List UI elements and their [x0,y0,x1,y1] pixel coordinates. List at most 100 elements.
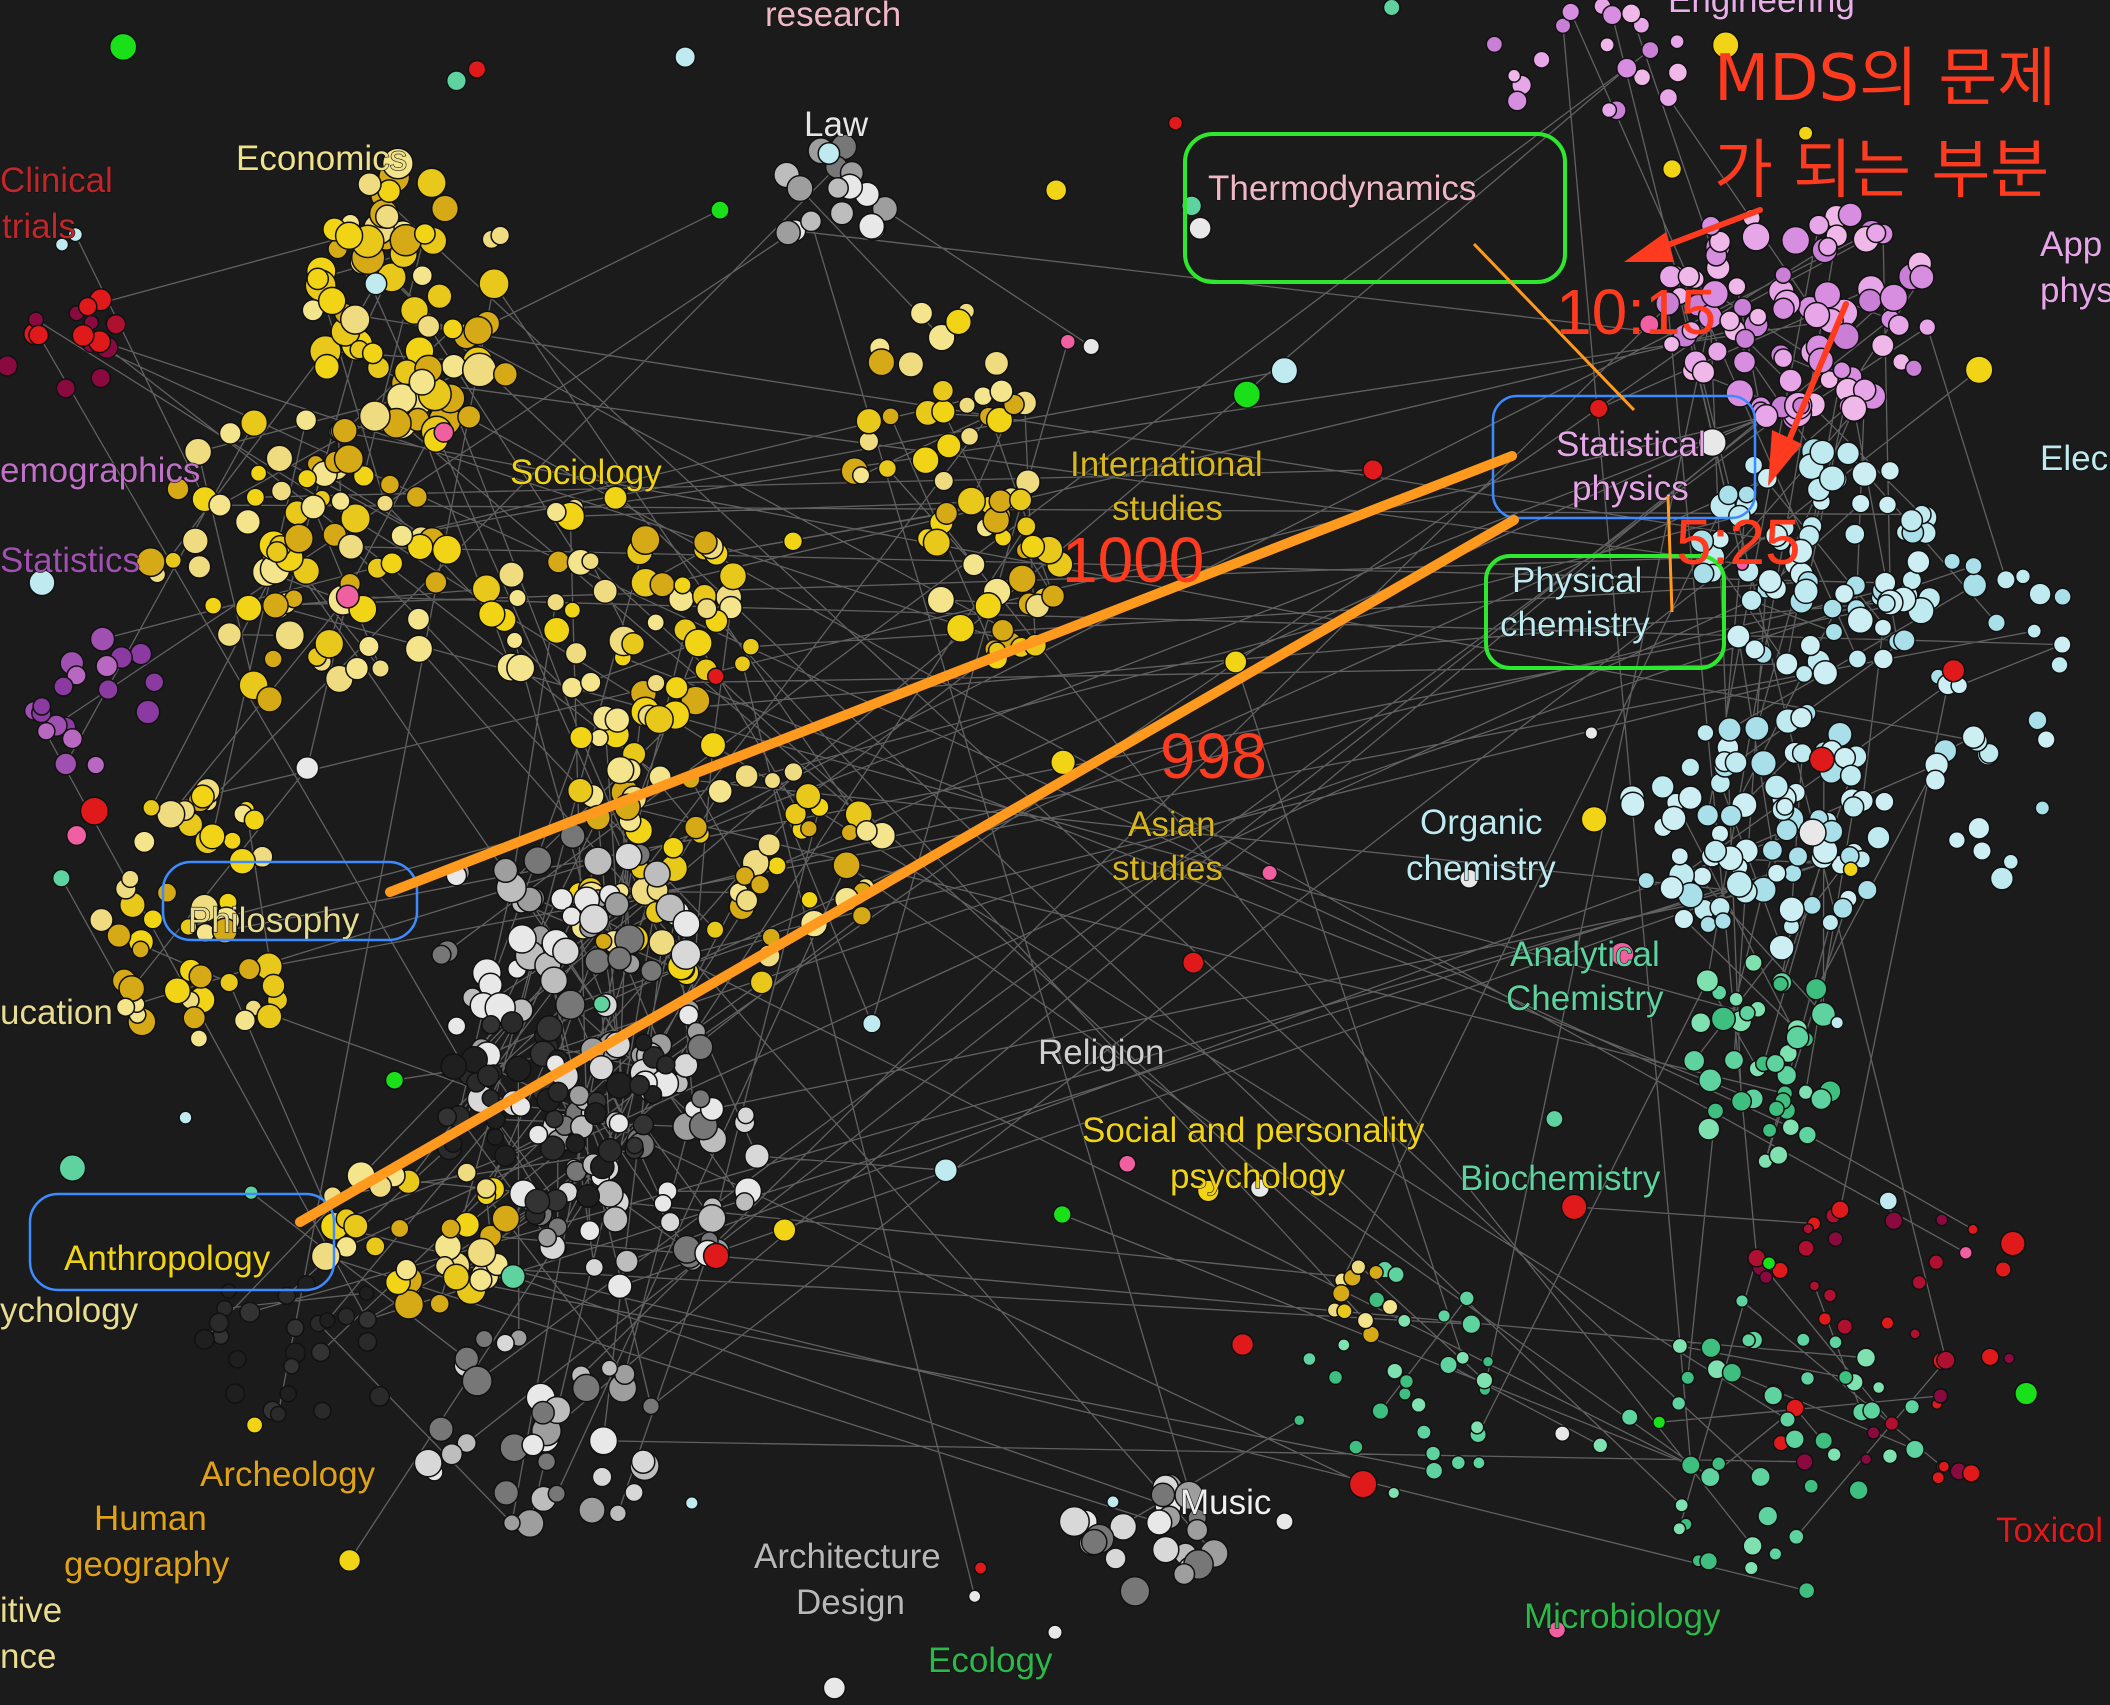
network-node [897,350,925,378]
label-applied: App [2040,225,2102,264]
ratio-thermo-stat: 10:15 [1556,276,1716,348]
network-node [1772,975,1789,993]
network-node [1104,1547,1127,1570]
network-node [380,551,404,575]
statistical-physics-highlight-box [1491,394,1757,520]
network-node [1837,1369,1854,1386]
network-node [1381,1298,1399,1316]
network-node [683,628,713,658]
network-node [956,486,987,516]
network-node [1223,650,1248,674]
network-node [486,1128,505,1147]
network-node [523,846,553,876]
network-node [702,1242,730,1270]
network-node [1906,549,1931,575]
label-religion: Religion [1038,1033,1164,1072]
network-node [1832,360,1852,380]
network-node [624,1482,644,1503]
network-node [1761,839,1784,862]
network-node [546,550,571,574]
network-node [1836,441,1861,466]
label-applied-physics: phys [2040,271,2110,310]
network-node [357,1310,377,1330]
network-node [1167,115,1184,131]
network-node [1616,57,1638,79]
network-node [1810,1088,1833,1111]
network-node [677,1004,700,1026]
network-node [54,237,70,252]
network-node [335,584,360,609]
network-node [600,1359,619,1378]
network-node [71,323,95,348]
network-node [581,551,600,571]
network-node [208,493,232,517]
network-node [166,477,190,501]
network-node [478,268,510,300]
network-node [705,920,725,940]
network-node [687,1034,714,1061]
network-node [1947,830,1967,850]
network-node [735,889,759,912]
network-node [989,379,1014,404]
network-node [851,905,873,926]
thermodynamics-highlight-box [1183,132,1567,284]
network-node [697,1203,727,1234]
network-node [1833,583,1855,605]
network-node [1015,516,1037,537]
network-node [1767,1100,1785,1118]
network-node [1732,350,1757,374]
network-node [604,706,631,733]
network-node [1884,1416,1900,1432]
network-node [89,907,114,933]
network-node [1261,864,1279,882]
network-node [935,432,962,459]
network-node [575,1184,601,1209]
network-node [1459,868,1480,889]
network-node [1437,1308,1452,1323]
network-node [1600,101,1618,119]
network-node [337,533,365,561]
network-node [1768,1145,1789,1166]
network-node [507,924,537,954]
network-node [1775,797,1795,816]
network-node [2003,1352,2016,1365]
network-node [1932,1388,1949,1404]
network-node [1881,1447,1899,1465]
network-node [1781,225,1811,256]
network-node [736,1106,755,1125]
label-music: Music [1180,1483,1271,1522]
label-electrical: Elec [2040,439,2108,478]
anthropology-highlight-box [28,1192,336,1292]
network-node [1732,297,1753,318]
network-node [607,946,632,971]
network-node [696,598,718,620]
network-node [1336,1338,1351,1352]
network-node [1765,1053,1786,1074]
network-node [1874,791,1895,813]
network-node [1763,1385,1784,1406]
network-node [340,503,372,534]
network-node [552,937,580,966]
network-node [357,171,382,197]
network-node [566,777,594,804]
label-statistical-physics: physics [1572,469,1689,508]
network-node [1880,1316,1895,1330]
label-ecology: Ecology [928,1641,1053,1680]
network-node [216,621,243,648]
network-node [500,1011,524,1035]
network-node [97,678,119,701]
network-node [270,480,293,502]
network-node [357,635,380,658]
network-node [1710,1006,1736,1032]
network-node [144,672,165,693]
network-node [182,1006,207,1030]
network-node [1904,1439,1925,1460]
network-node [441,318,464,340]
network-node [1672,1521,1687,1536]
network-node [337,1307,356,1326]
network-node [1661,158,1683,180]
network-node [592,995,611,1013]
network-node [1609,941,1635,967]
network-node [683,815,709,840]
network-node [603,485,628,511]
